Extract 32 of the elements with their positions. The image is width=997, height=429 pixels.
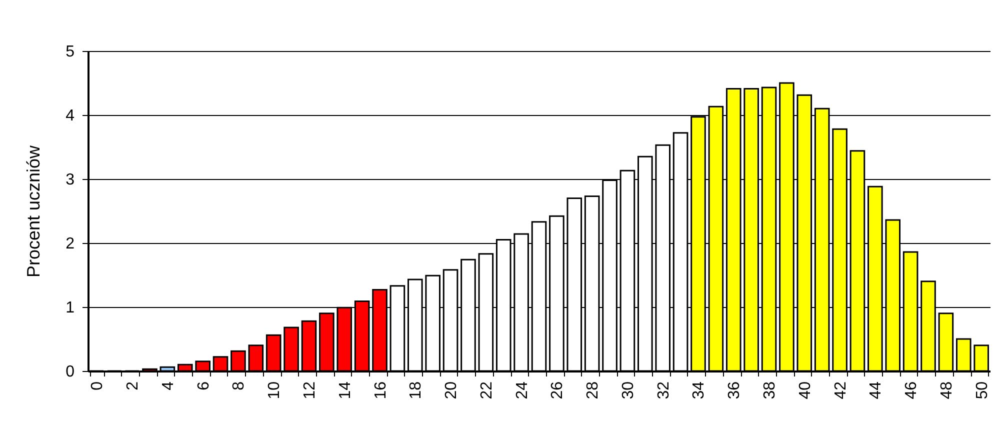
x-tick-label: 36 xyxy=(726,381,744,400)
x-tick-label: 6 xyxy=(195,381,212,390)
x-tick-label: 18 xyxy=(408,381,425,400)
x-tick-label: 16 xyxy=(372,381,390,400)
x-tick-label: 2 xyxy=(124,381,142,390)
x-tick-label: 42 xyxy=(832,381,850,400)
x-tick-label: 0 xyxy=(89,381,106,390)
y-tick-label: 1 xyxy=(66,300,75,316)
x-tick-label: 50 xyxy=(974,381,991,400)
y-tick-label: 3 xyxy=(66,172,75,188)
x-tick-label: 20 xyxy=(443,381,460,400)
x-tick-label: 14 xyxy=(336,381,354,400)
y-tick-label: 5 xyxy=(66,44,75,60)
x-tick-label: 10 xyxy=(266,381,284,400)
y-axis-title: Procent uczniów xyxy=(24,144,44,278)
x-tick-label: 4 xyxy=(160,381,177,390)
x-tick-label: 12 xyxy=(301,381,318,400)
x-tick-label: 34 xyxy=(690,381,708,400)
x-tick-label: 8 xyxy=(230,381,248,390)
x-tick-label: 40 xyxy=(796,381,814,400)
y-tick-label: 4 xyxy=(66,108,75,124)
x-tick-label: 26 xyxy=(549,381,566,400)
x-tick-label: 38 xyxy=(762,381,779,400)
x-tick-label: 32 xyxy=(655,381,672,400)
x-tick-label: 22 xyxy=(478,381,496,400)
y-tick-label: 2 xyxy=(66,236,75,252)
x-tick-label: 44 xyxy=(868,381,885,400)
x-tick-label: 30 xyxy=(620,381,637,400)
x-tick-label: 24 xyxy=(514,381,531,400)
x-tick-label: 28 xyxy=(584,381,602,400)
x-tick-label: 48 xyxy=(938,381,956,400)
x-tick-label: 46 xyxy=(903,381,920,400)
